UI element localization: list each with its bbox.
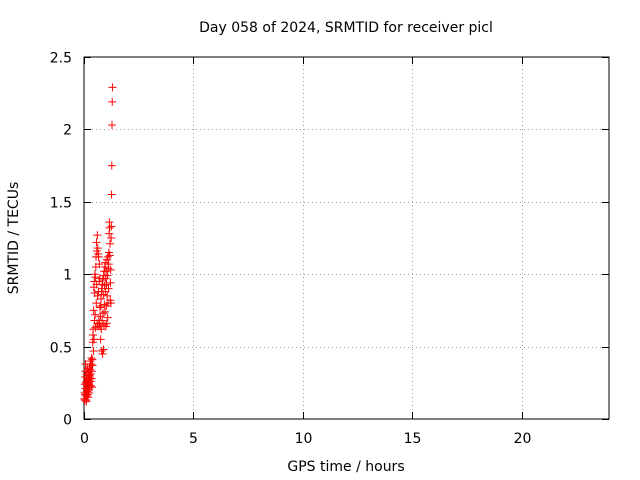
data-point (107, 190, 116, 199)
y-tick-label: 0 (63, 413, 72, 429)
x-tick-label: 10 (295, 431, 313, 447)
data-point (89, 346, 98, 355)
data-point (108, 83, 117, 92)
data-point (91, 310, 100, 319)
data-point (95, 303, 104, 312)
data-point (107, 234, 116, 242)
data-point (100, 300, 109, 309)
x-axis-label: GPS time / hours (287, 459, 404, 475)
data-point (103, 291, 112, 300)
data-point (103, 252, 112, 261)
data-point (87, 354, 96, 363)
data-point (97, 325, 106, 334)
data-point (94, 252, 103, 261)
data-point (103, 271, 112, 280)
data-point (107, 161, 116, 170)
data-point (107, 222, 116, 231)
data-point (87, 381, 95, 390)
data-point (86, 365, 95, 374)
data-point (105, 223, 114, 232)
data-point (108, 97, 117, 106)
data-point (102, 319, 111, 328)
y-tick-label: 1.5 (50, 196, 72, 212)
y-axis-label: SRMTID / TECUs (6, 182, 22, 295)
data-point (83, 387, 92, 396)
plot-frame (83, 56, 610, 420)
y-tick-label: 2.5 (50, 51, 72, 67)
data-point (104, 284, 113, 293)
data-point (88, 361, 97, 370)
data-point (99, 345, 108, 354)
data-point (99, 309, 108, 318)
data-point (101, 307, 109, 316)
data-point (84, 393, 93, 402)
data-point (95, 260, 104, 269)
x-tick-label: 15 (404, 431, 422, 447)
data-point (106, 265, 115, 274)
y-tick-label: 1 (63, 268, 72, 284)
y-tick-label: 0.5 (50, 341, 72, 357)
data-point (102, 280, 111, 289)
data-point (108, 121, 116, 130)
data-point (106, 299, 115, 308)
grid-lines (84, 57, 609, 419)
x-tick-label: 5 (189, 431, 198, 447)
data-point (106, 278, 115, 287)
data-point (96, 335, 105, 344)
data-point (103, 313, 112, 322)
data-point (85, 375, 94, 384)
data-point (104, 260, 113, 269)
data-point (98, 316, 107, 325)
data-point (93, 231, 102, 240)
x-axis-ticks: 0 5 10 15 20 (80, 57, 531, 447)
data-point (92, 299, 101, 308)
x-tick-label: 20 (514, 431, 532, 447)
data-point (92, 238, 101, 247)
y-axis-ticks: 0 0.5 1 1.5 2 2.5 (50, 51, 609, 429)
y-tick-label: 2 (63, 123, 72, 139)
data-point (98, 349, 107, 358)
data-points (80, 83, 117, 406)
chart-title: Day 058 of 2024, SRMTID for receiver pic… (199, 20, 493, 36)
data-point (105, 251, 114, 260)
data-point (89, 306, 98, 315)
x-tick-label: 0 (80, 431, 89, 447)
data-point (91, 273, 100, 282)
data-point (97, 294, 106, 303)
data-point (87, 367, 96, 376)
data-point (106, 239, 115, 248)
